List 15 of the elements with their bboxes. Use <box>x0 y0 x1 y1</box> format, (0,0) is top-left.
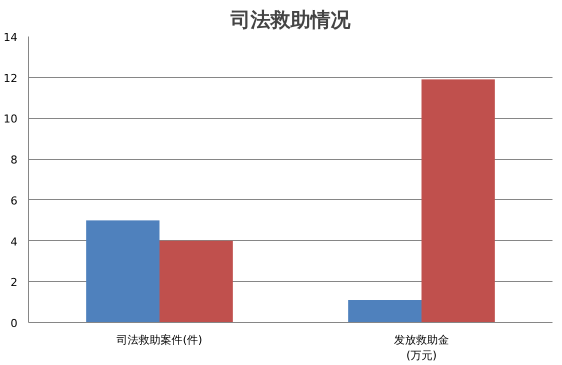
chart-title: 司法救助情况 <box>230 8 352 32</box>
y-tick-label: 14 <box>4 31 18 44</box>
x-tick-label: 发放救助金 (万元) <box>394 334 449 362</box>
y-tick-label: 0 <box>10 317 18 330</box>
bar <box>348 300 422 322</box>
x-tick-label: 司法救助案件(件) <box>116 334 202 346</box>
bar <box>422 79 495 322</box>
bar <box>160 240 233 322</box>
y-tick-label: 12 <box>4 72 18 85</box>
y-tick-label: 4 <box>10 235 18 248</box>
y-tick-label: 6 <box>10 194 18 208</box>
y-tick-label: 10 <box>4 112 18 126</box>
bar <box>86 220 160 322</box>
y-tick-label: 8 <box>10 154 18 167</box>
y-tick-label: 2 <box>10 276 18 290</box>
